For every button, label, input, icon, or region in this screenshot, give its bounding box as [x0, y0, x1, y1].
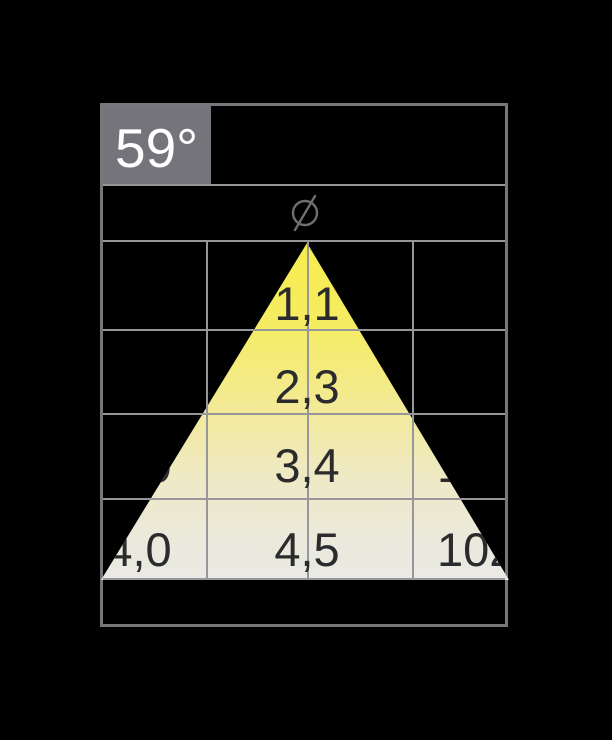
diameter-label: 4,5	[274, 523, 340, 576]
photometric-cone-table: 59° 1,1 2,3 3,0 3,4 1 4,0 4,5 102	[100, 103, 509, 627]
grid-line-h	[103, 329, 505, 331]
grid-line-h	[103, 413, 505, 415]
diameter-label: 2,3	[274, 360, 340, 413]
beam-angle-box: 59°	[103, 106, 211, 184]
footer-row	[103, 580, 505, 624]
diameter-label: 1,1	[274, 277, 340, 330]
grid-line-v	[412, 240, 414, 580]
beam-angle-label: 59°	[115, 116, 199, 179]
grid-line-h	[103, 578, 505, 580]
diameter-symbol-icon	[283, 191, 327, 235]
illuminance-label: 102	[437, 523, 516, 576]
grid-line-h	[103, 498, 505, 500]
beam-axis-line	[307, 240, 309, 580]
cone-value-layer: 1,1 2,3 3,0 3,4 1 4,0 4,5 102	[101, 243, 509, 580]
header-divider-line	[103, 184, 505, 186]
grid-line-v	[206, 240, 208, 580]
diameter-label: 3,4	[274, 439, 340, 492]
grid-line-h	[103, 240, 505, 242]
illuminance-label: 1	[437, 439, 464, 492]
